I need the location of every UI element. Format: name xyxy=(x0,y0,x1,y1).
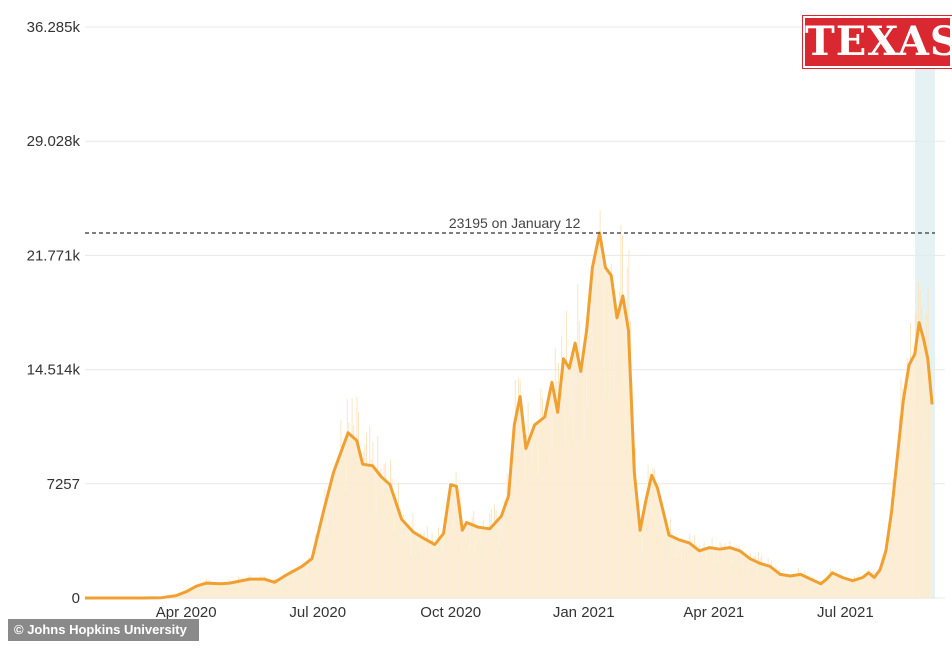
x-tick-label: Jul 2020 xyxy=(289,604,346,621)
x-tick-label: Oct 2020 xyxy=(420,604,481,621)
x-tick-label: Apr 2021 xyxy=(683,604,744,621)
texas-badge: TEXAS xyxy=(803,16,952,68)
y-tick-label: 7257 xyxy=(47,476,80,493)
x-tick-label: Jul 2021 xyxy=(817,604,874,621)
y-tick-label: 21.771k xyxy=(27,247,81,264)
x-tick-label: Jan 2021 xyxy=(553,604,615,621)
y-tick-label: 0 xyxy=(72,590,80,607)
y-tick-label: 36.285k xyxy=(27,19,81,36)
x-tick-label: Apr 2020 xyxy=(156,604,217,621)
peak-label: 23195 on January 12 xyxy=(449,215,581,231)
source-credit: © Johns Hopkins University xyxy=(8,619,199,641)
x-axis-ticks: Apr 2020 Jul 2020 Oct 2020 Jan 2021 Apr 2021… xyxy=(156,604,874,621)
y-tick-label: 29.028k xyxy=(27,133,81,150)
average-area xyxy=(85,233,933,598)
y-tick-label: 14.514k xyxy=(27,362,81,379)
average-line xyxy=(85,231,934,600)
y-axis-ticks: 0 7257 14.514k 21.771k 29.028k 36.285k xyxy=(27,19,81,607)
